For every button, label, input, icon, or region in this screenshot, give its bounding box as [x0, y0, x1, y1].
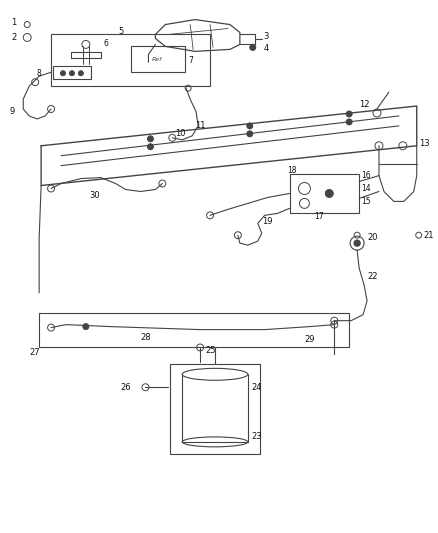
Circle shape [247, 131, 253, 137]
Text: 7: 7 [188, 56, 193, 65]
Text: 28: 28 [141, 333, 151, 342]
Text: 29: 29 [304, 335, 315, 344]
Text: 20: 20 [367, 233, 378, 241]
Circle shape [346, 119, 352, 125]
Text: 25: 25 [205, 346, 215, 355]
Text: 18: 18 [288, 166, 297, 175]
Text: 3: 3 [264, 32, 269, 41]
Circle shape [148, 144, 153, 150]
Text: 13: 13 [419, 139, 429, 148]
Circle shape [60, 71, 65, 76]
Text: 14: 14 [361, 184, 371, 193]
Text: 26: 26 [120, 383, 131, 392]
Text: Ref: Ref [152, 57, 162, 62]
Text: 9: 9 [9, 108, 14, 117]
Circle shape [346, 111, 352, 117]
Text: 24: 24 [252, 383, 262, 392]
Circle shape [83, 324, 89, 329]
Text: 15: 15 [361, 197, 371, 206]
Circle shape [78, 71, 83, 76]
Text: 23: 23 [252, 432, 262, 441]
Text: 4: 4 [264, 44, 269, 53]
Text: 16: 16 [361, 171, 371, 180]
Circle shape [247, 123, 253, 129]
Text: 19: 19 [262, 217, 272, 226]
Text: 2: 2 [11, 33, 17, 42]
Text: 17: 17 [314, 212, 324, 221]
Circle shape [354, 240, 360, 246]
Text: 5: 5 [118, 27, 123, 36]
Text: 11: 11 [195, 122, 206, 131]
Text: 12: 12 [359, 100, 370, 109]
Text: 8: 8 [36, 69, 41, 78]
Text: 10: 10 [175, 130, 186, 139]
Text: 6: 6 [104, 39, 109, 48]
Text: 1: 1 [11, 18, 17, 27]
Circle shape [325, 190, 333, 197]
Text: 27: 27 [29, 348, 40, 357]
Circle shape [148, 136, 153, 142]
Circle shape [70, 71, 74, 76]
Text: 22: 22 [367, 272, 378, 281]
Text: 30: 30 [89, 191, 99, 200]
Text: 21: 21 [424, 231, 434, 240]
Circle shape [250, 44, 256, 51]
